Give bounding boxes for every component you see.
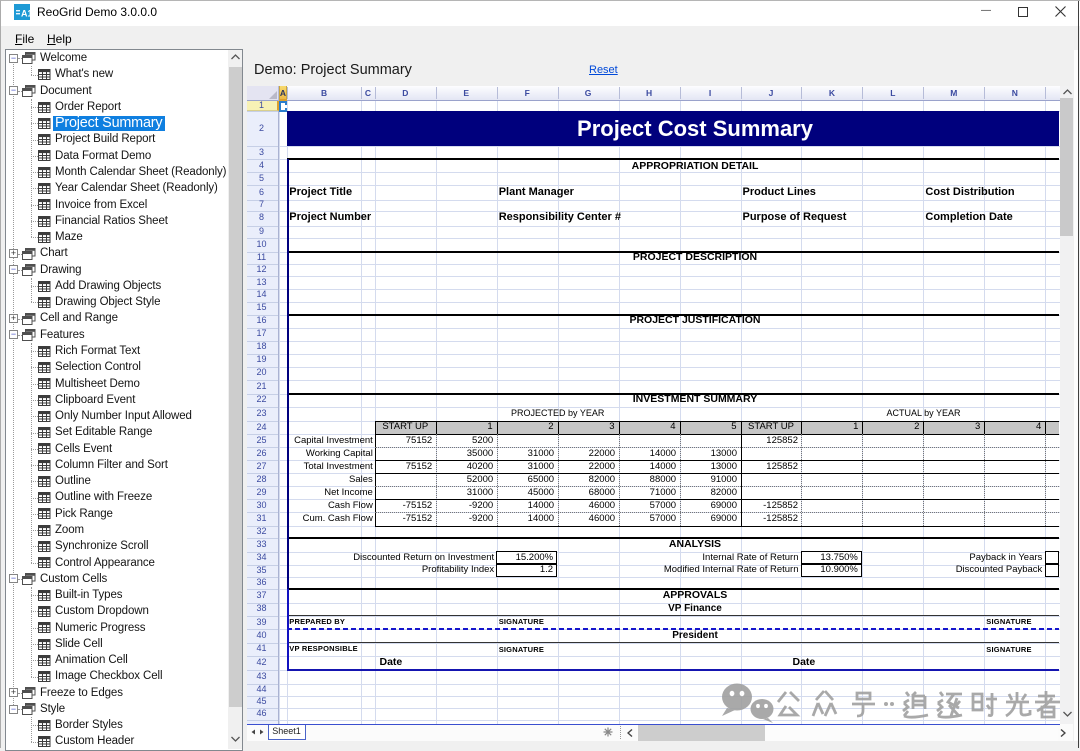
svg-text:A1: A1 — [21, 9, 30, 19]
